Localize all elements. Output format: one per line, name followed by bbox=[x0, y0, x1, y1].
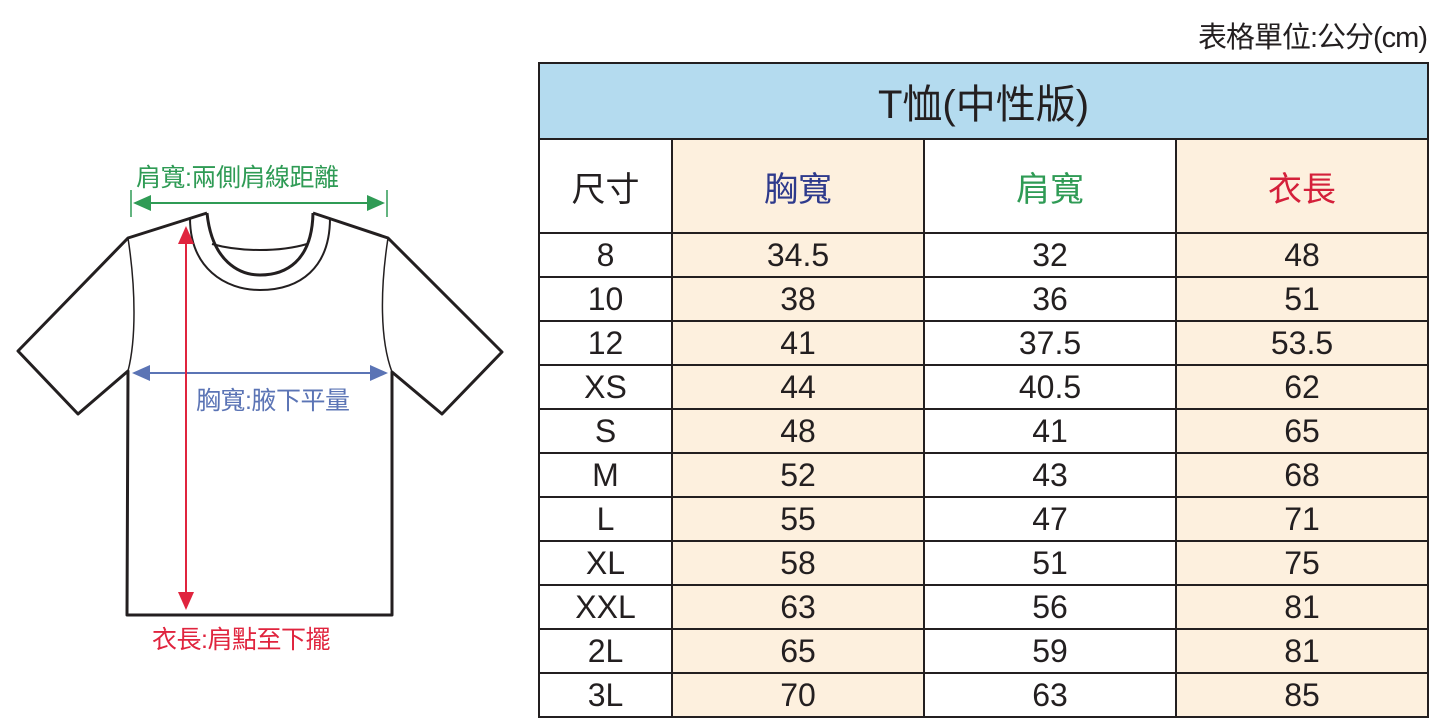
size-cell: XS bbox=[538, 364, 673, 410]
chest-cell: 38 bbox=[671, 276, 925, 322]
length-cell: 71 bbox=[1174, 496, 1430, 542]
size-cell: 3L bbox=[538, 672, 673, 718]
length-cell: 51 bbox=[1174, 276, 1430, 322]
table-row: M 52 43 68 bbox=[538, 452, 1430, 498]
unit-note: 表格單位:公分(cm) bbox=[1197, 22, 1428, 54]
chest-cell: 55 bbox=[671, 496, 925, 542]
header-chest: 胸寬 bbox=[671, 138, 925, 234]
shoulder-cell: 59 bbox=[923, 628, 1177, 674]
chest-cell: 58 bbox=[671, 540, 925, 586]
length-cell: 81 bbox=[1174, 628, 1430, 674]
header-row: 尺寸 胸寬 肩寬 衣長 bbox=[538, 138, 1430, 234]
header-size: 尺寸 bbox=[538, 138, 673, 234]
size-cell: 10 bbox=[538, 276, 673, 322]
chest-cell: 65 bbox=[671, 628, 925, 674]
shoulder-cell: 36 bbox=[923, 276, 1177, 322]
table-row: 2L 65 59 81 bbox=[538, 628, 1430, 674]
length-cell: 75 bbox=[1174, 540, 1430, 586]
shoulder-cell: 32 bbox=[923, 232, 1177, 278]
chest-cell: 44 bbox=[671, 364, 925, 410]
size-cell: 12 bbox=[538, 320, 673, 366]
size-cell: 2L bbox=[538, 628, 673, 674]
shoulder-cell: 47 bbox=[923, 496, 1177, 542]
size-cell: L bbox=[538, 496, 673, 542]
shoulder-cell: 41 bbox=[923, 408, 1177, 454]
chest-cell: 48 bbox=[671, 408, 925, 454]
shoulder-cell: 40.5 bbox=[923, 364, 1177, 410]
length-cell: 68 bbox=[1174, 452, 1430, 498]
table-row: L 55 47 71 bbox=[538, 496, 1430, 542]
length-cell: 48 bbox=[1174, 232, 1430, 278]
chest-cell: 63 bbox=[671, 584, 925, 630]
table-row: XXL 63 56 81 bbox=[538, 584, 1430, 630]
length-cell: 53.5 bbox=[1174, 320, 1430, 366]
shoulder-arrow bbox=[130, 190, 388, 217]
shoulder-cell: 37.5 bbox=[923, 320, 1177, 366]
chest-cell: 41 bbox=[671, 320, 925, 366]
table-title: T恤(中性版) bbox=[537, 62, 1430, 140]
length-cell: 81 bbox=[1174, 584, 1430, 630]
size-cell: S bbox=[538, 408, 673, 454]
shoulder-cell: 56 bbox=[923, 584, 1177, 630]
table-row: XS 44 40.5 62 bbox=[538, 364, 1430, 410]
shoulder-cell: 63 bbox=[923, 672, 1177, 718]
size-cell: 8 bbox=[538, 232, 673, 278]
size-cell: XXL bbox=[538, 584, 673, 630]
shoulder-cell: 51 bbox=[923, 540, 1177, 586]
size-table: T恤(中性版) 尺寸 胸寬 肩寬 衣長 8 34.5 32 48 10 38 36 51 12 4… bbox=[537, 62, 1430, 718]
length-cell: 62 bbox=[1174, 364, 1430, 410]
tshirt-outline bbox=[16, 211, 504, 617]
size-cell: XL bbox=[538, 540, 673, 586]
chest-width-label: 胸寬:腋下平量 bbox=[196, 387, 350, 415]
table-row: XL 58 51 75 bbox=[538, 540, 1430, 586]
size-cell: M bbox=[538, 452, 673, 498]
chest-cell: 52 bbox=[671, 452, 925, 498]
table-row: 8 34.5 32 48 bbox=[538, 232, 1430, 278]
length-label: 衣長:肩點至下擺 bbox=[152, 626, 330, 654]
chest-cell: 70 bbox=[671, 672, 925, 718]
length-cell: 85 bbox=[1174, 672, 1430, 718]
table-row: 12 41 37.5 53.5 bbox=[538, 320, 1430, 366]
shoulder-cell: 43 bbox=[923, 452, 1177, 498]
header-length: 衣長 bbox=[1174, 138, 1430, 234]
chest-cell: 34.5 bbox=[671, 232, 925, 278]
length-cell: 65 bbox=[1174, 408, 1430, 454]
shoulder-width-label: 肩寬:兩側肩線距離 bbox=[136, 164, 339, 192]
table-row: 10 38 36 51 bbox=[538, 276, 1430, 322]
header-shoulder: 肩寬 bbox=[923, 138, 1177, 234]
table-row: S 48 41 65 bbox=[538, 408, 1430, 454]
table-row: 3L 70 63 85 bbox=[538, 672, 1430, 718]
tshirt-diagram bbox=[16, 190, 504, 617]
